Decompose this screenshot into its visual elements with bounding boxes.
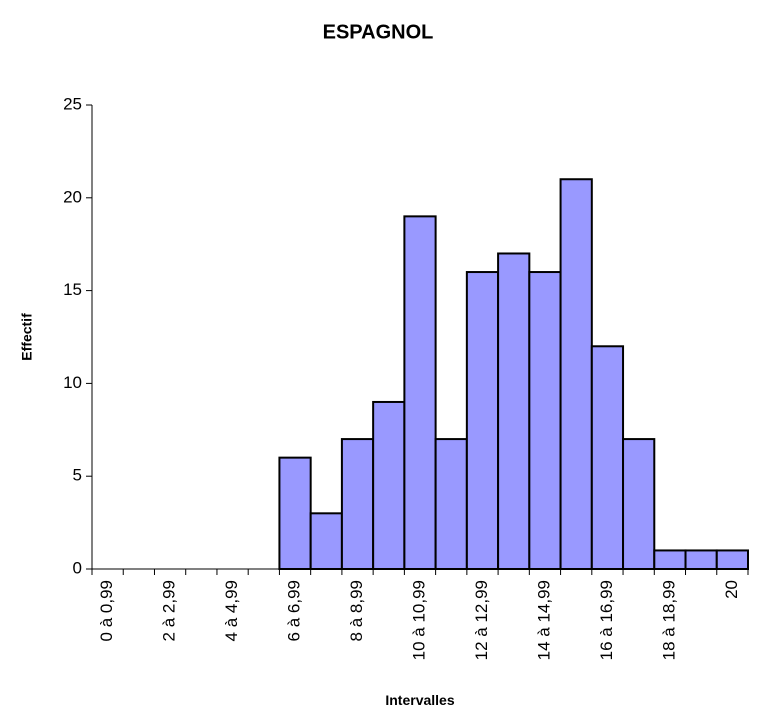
bar — [528, 271, 562, 570]
bar — [622, 438, 656, 570]
bar — [559, 178, 593, 571]
bar — [465, 271, 500, 570]
bar — [715, 549, 749, 571]
x-tick-label: 16 à 16,99 — [597, 580, 616, 660]
bar — [340, 438, 375, 570]
bar — [434, 438, 468, 570]
y-tick-label: 25 — [63, 94, 82, 113]
x-tick-label: 8 à 8,99 — [347, 580, 366, 641]
x-tick-label: 2 à 2,99 — [160, 580, 179, 641]
y-tick-label: 5 — [73, 466, 82, 485]
chart-title: ESPAGNOL — [323, 21, 434, 43]
x-tick-label: 18 à 18,99 — [659, 580, 678, 660]
bar — [372, 400, 406, 570]
bar — [684, 549, 718, 571]
y-tick-label: 10 — [63, 373, 82, 392]
x-axis-label: Intervalles — [385, 692, 454, 708]
bar — [653, 549, 687, 571]
x-tick-label: 0 à 0,99 — [97, 580, 116, 641]
x-tick-label: 14 à 14,99 — [534, 580, 553, 660]
x-tick-label: 12 à 12,99 — [472, 580, 491, 660]
x-tick-label: 20 — [722, 580, 741, 599]
bar — [278, 456, 312, 571]
bar — [309, 512, 343, 571]
y-tick-label: 0 — [73, 558, 82, 577]
x-tick-label: 6 à 6,99 — [285, 580, 304, 641]
x-tick-label: 10 à 10,99 — [409, 580, 428, 660]
y-axis-label: Effectif — [19, 313, 35, 361]
y-tick-label: 15 — [63, 280, 82, 299]
bar — [497, 252, 531, 570]
x-tick-label: 4 à 4,99 — [222, 580, 241, 641]
bar — [403, 215, 437, 571]
bar — [590, 345, 625, 570]
y-tick-label: 20 — [63, 187, 82, 206]
